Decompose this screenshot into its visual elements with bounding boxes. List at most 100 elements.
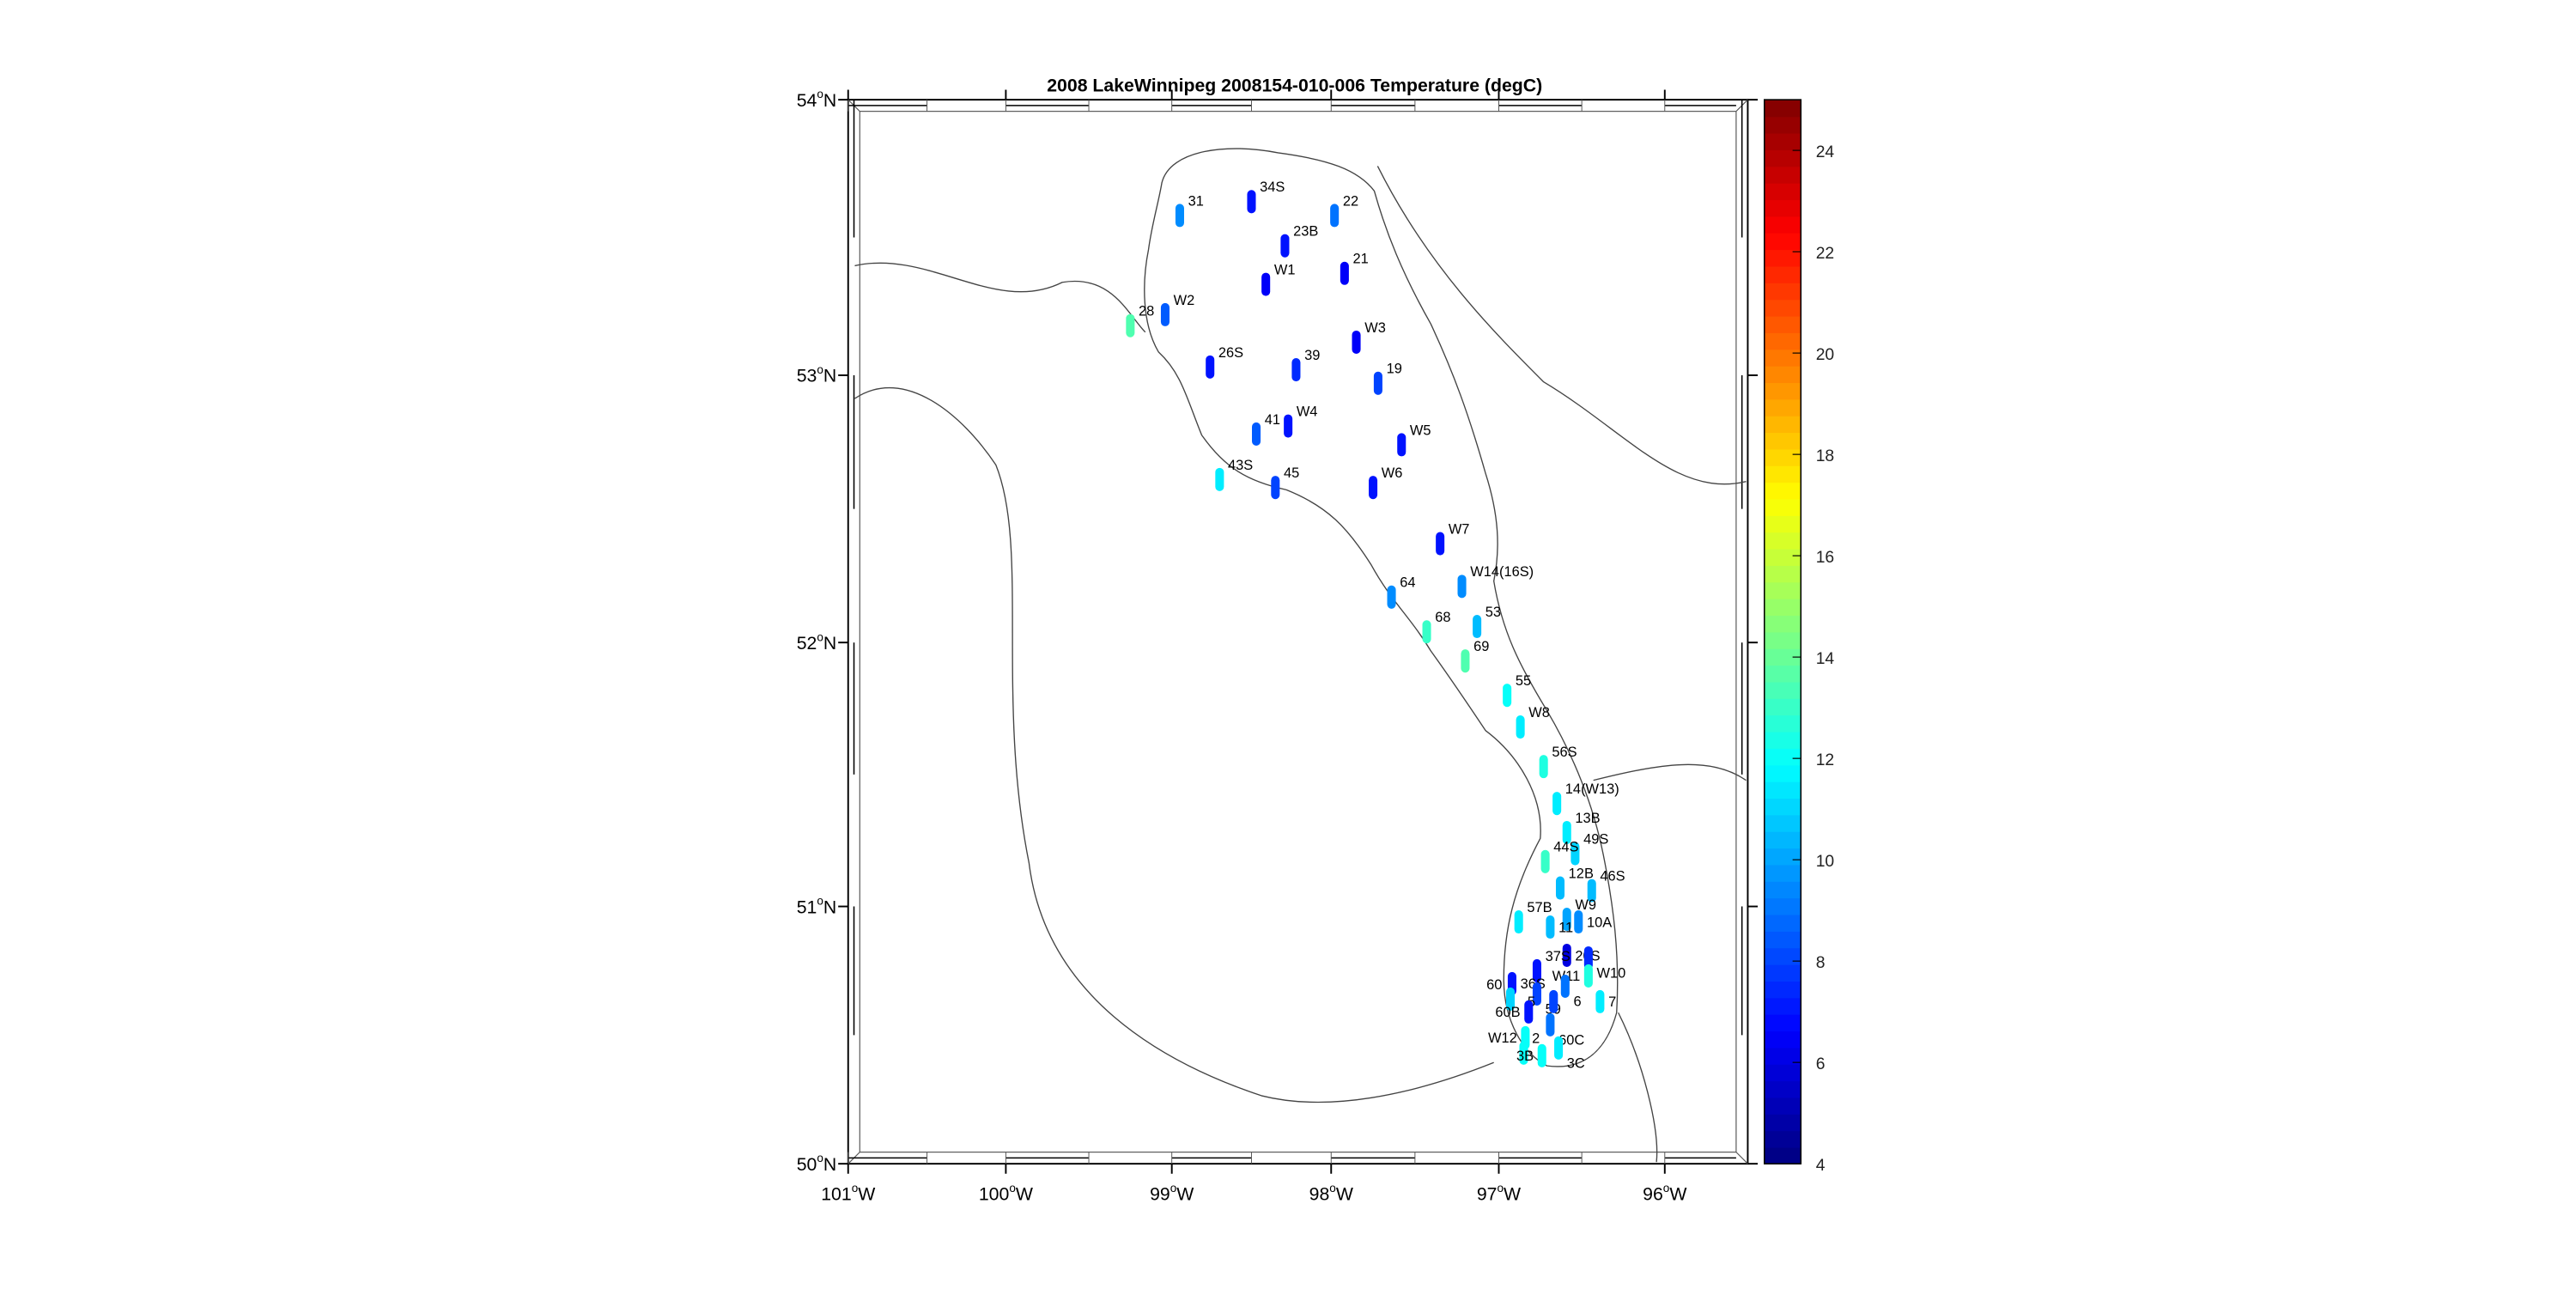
station-label: W12: [1488, 1031, 1517, 1046]
station-label: 11: [1558, 920, 1573, 935]
lon-tick-label: 96oW: [1643, 1182, 1686, 1205]
station-marker: [1373, 371, 1382, 395]
station-label: 2: [1532, 1031, 1540, 1047]
station-marker: [1560, 974, 1570, 998]
station-marker: [1571, 842, 1580, 866]
station: 13B: [1562, 811, 1601, 845]
station-marker: [1369, 476, 1378, 500]
colorbar-swatch: [1764, 415, 1801, 434]
station-marker: [1540, 849, 1550, 873]
station: 2: [1519, 1031, 1540, 1065]
colorbar-swatch: [1764, 448, 1801, 466]
station-label: W10: [1597, 966, 1626, 982]
station-label: 21: [1353, 252, 1369, 267]
station: W9: [1562, 897, 1596, 932]
colorbar-swatch: [1764, 232, 1801, 251]
station: 28: [1126, 304, 1154, 337]
colorbar-swatch: [1764, 1146, 1801, 1164]
colorbar-swatch: [1764, 548, 1801, 566]
colorbar-swatch: [1764, 349, 1801, 367]
station: W11: [1552, 964, 1593, 988]
station: 56S: [1539, 745, 1577, 779]
station-label: 53: [1485, 605, 1501, 620]
station: 60: [1486, 977, 1516, 1011]
station: 6: [1560, 974, 1582, 1010]
station-label: W4: [1297, 404, 1318, 420]
colorbar-swatch: [1764, 714, 1801, 733]
station-marker: [1261, 272, 1271, 296]
station-label: 3C: [1567, 1056, 1585, 1072]
lat-tick-label: 54oN: [797, 88, 837, 111]
lon-tick-label: 101oW: [821, 1182, 875, 1205]
station: 7: [1595, 989, 1616, 1013]
colorbar-swatch: [1764, 132, 1801, 150]
lon-tick-label: 99oW: [1150, 1182, 1194, 1205]
station-marker: [1284, 414, 1293, 438]
station: W3: [1352, 320, 1386, 355]
colorbar-swatch: [1764, 764, 1801, 782]
colorbar-swatch: [1764, 265, 1801, 283]
colorbar-tick-label: 12: [1816, 751, 1834, 769]
lat-tick-label: 50oN: [797, 1152, 837, 1175]
station-label: 37S: [1546, 949, 1571, 964]
chart-title: 2008 LakeWinnipeg 2008154-010-006 Temper…: [1047, 75, 1542, 95]
colorbar-swatch: [1764, 947, 1801, 965]
colorbar-swatch: [1764, 881, 1801, 899]
station: 10A: [1574, 909, 1612, 934]
station-label: 39: [1304, 348, 1320, 363]
colorbar-swatch: [1764, 398, 1801, 416]
colorbar-swatch: [1764, 731, 1801, 749]
station-label: W6: [1382, 465, 1403, 481]
colorbar-swatch: [1764, 1047, 1801, 1065]
station-marker: [1340, 261, 1349, 285]
colorbar-swatch: [1764, 299, 1801, 317]
colorbar-swatch: [1764, 830, 1801, 849]
lon-tick-label: 97oW: [1477, 1182, 1521, 1205]
colorbar-swatch: [1764, 1013, 1801, 1032]
colorbar-swatch: [1764, 681, 1801, 699]
station-marker: [1587, 879, 1596, 903]
station: 26S: [1206, 345, 1243, 379]
station: 22: [1330, 193, 1358, 228]
station-label: 69: [1473, 639, 1489, 654]
station-label: 45: [1284, 465, 1299, 481]
station-marker: [1436, 532, 1445, 556]
station-label: 23B: [1293, 224, 1318, 240]
colorbar-swatch: [1764, 964, 1801, 982]
colorbar-swatch: [1764, 116, 1801, 134]
station: 39: [1291, 348, 1320, 382]
colorbar-swatch: [1764, 897, 1801, 915]
colorbar-swatch: [1764, 615, 1801, 633]
lon-tick-label: 98oW: [1309, 1182, 1353, 1205]
station-label: 19: [1387, 362, 1402, 377]
station-label: 13B: [1575, 811, 1600, 826]
station: W4: [1284, 404, 1317, 438]
colorbar-swatch: [1764, 598, 1801, 617]
station-label: 60: [1486, 977, 1502, 993]
station-marker: [1555, 876, 1565, 900]
colorbar-swatch: [1764, 798, 1801, 816]
frame-outer: [847, 99, 1749, 1165]
colorbar-swatch: [1764, 1031, 1801, 1049]
station: 64: [1387, 575, 1415, 609]
station-label: 10A: [1587, 915, 1612, 930]
colorbar-swatch: [1764, 698, 1801, 716]
station: W12: [1488, 1025, 1530, 1049]
colorbar-swatch: [1764, 332, 1801, 350]
station: 12B: [1555, 866, 1594, 900]
colorbar-swatch: [1764, 100, 1801, 118]
station: 53: [1473, 605, 1501, 639]
colorbar-swatch: [1764, 498, 1801, 516]
colorbar-swatch: [1764, 199, 1801, 217]
station-marker: [1247, 190, 1256, 214]
station-label: 57B: [1527, 900, 1552, 915]
station-marker: [1595, 989, 1605, 1013]
frame-corner: [1735, 1152, 1748, 1164]
station-label: W3: [1364, 320, 1386, 336]
station-marker: [1387, 585, 1396, 609]
station-marker: [1422, 620, 1431, 644]
station: 60C: [1546, 1012, 1584, 1049]
station-label: W9: [1575, 897, 1596, 913]
station-label: 68: [1435, 610, 1450, 625]
colorbar-swatch: [1764, 1114, 1801, 1132]
